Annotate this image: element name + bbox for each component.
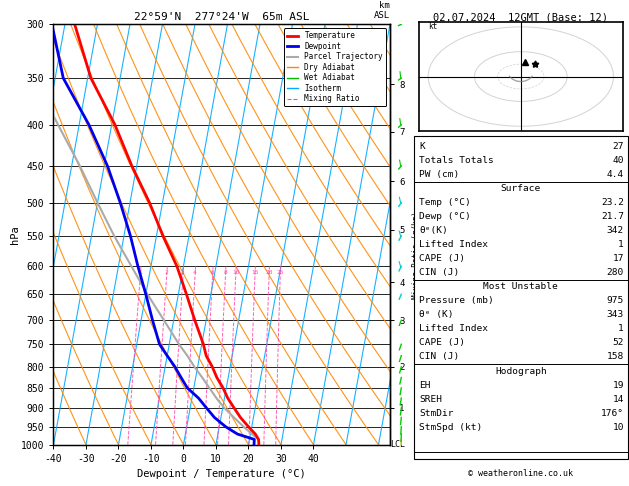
Y-axis label: hPa: hPa: [9, 225, 19, 244]
Text: 176°: 176°: [601, 409, 624, 417]
Text: Most Unstable: Most Unstable: [484, 282, 558, 291]
Text: 2: 2: [165, 270, 169, 275]
Text: Temp (°C): Temp (°C): [419, 198, 470, 207]
Text: 1: 1: [618, 324, 624, 333]
Text: Hodograph: Hodograph: [495, 366, 547, 376]
Text: PW (cm): PW (cm): [419, 170, 459, 179]
Text: 158: 158: [607, 352, 624, 362]
Text: 343: 343: [607, 311, 624, 319]
Text: CIN (J): CIN (J): [419, 352, 459, 362]
Text: EH: EH: [419, 381, 430, 390]
Text: Lifted Index: Lifted Index: [419, 240, 488, 249]
Text: LCL: LCL: [390, 440, 405, 449]
Text: Dewp (°C): Dewp (°C): [419, 212, 470, 221]
Text: θᵉ (K): θᵉ (K): [419, 311, 454, 319]
Text: 17: 17: [613, 254, 624, 263]
Text: 342: 342: [607, 226, 624, 235]
Text: 8: 8: [223, 270, 227, 275]
Text: 27: 27: [613, 142, 624, 151]
Text: 25: 25: [276, 270, 284, 275]
Text: 6: 6: [211, 270, 214, 275]
Text: km
ASL: km ASL: [374, 0, 390, 20]
Text: 1: 1: [138, 270, 142, 275]
Text: 3: 3: [181, 270, 185, 275]
Text: 280: 280: [607, 268, 624, 277]
Text: CIN (J): CIN (J): [419, 268, 459, 277]
Text: 40: 40: [613, 156, 624, 165]
Text: 4: 4: [193, 270, 197, 275]
Text: 21.7: 21.7: [601, 212, 624, 221]
Text: 20: 20: [265, 270, 273, 275]
Text: Totals Totals: Totals Totals: [419, 156, 494, 165]
Text: 10: 10: [613, 423, 624, 432]
Text: kt: kt: [428, 22, 437, 31]
Text: Mixing Ratio (g/kg): Mixing Ratio (g/kg): [413, 211, 421, 299]
Legend: Temperature, Dewpoint, Parcel Trajectory, Dry Adiabat, Wet Adiabat, Isotherm, Mi: Temperature, Dewpoint, Parcel Trajectory…: [284, 28, 386, 106]
Text: 10: 10: [232, 270, 240, 275]
Text: CAPE (J): CAPE (J): [419, 338, 465, 347]
Text: 975: 975: [607, 296, 624, 305]
Text: © weatheronline.co.uk: © weatheronline.co.uk: [469, 469, 573, 478]
Text: 4.4: 4.4: [607, 170, 624, 179]
Text: StmSpd (kt): StmSpd (kt): [419, 423, 482, 432]
Text: Lifted Index: Lifted Index: [419, 324, 488, 333]
Text: Pressure (mb): Pressure (mb): [419, 296, 494, 305]
Text: K: K: [419, 142, 425, 151]
Text: Surface: Surface: [501, 184, 541, 193]
Text: SREH: SREH: [419, 395, 442, 404]
Text: CAPE (J): CAPE (J): [419, 254, 465, 263]
Text: 19: 19: [613, 381, 624, 390]
Text: 23.2: 23.2: [601, 198, 624, 207]
Text: 1: 1: [618, 240, 624, 249]
Text: θᵉ(K): θᵉ(K): [419, 226, 448, 235]
Text: 02.07.2024  12GMT (Base: 12): 02.07.2024 12GMT (Base: 12): [433, 12, 608, 22]
Text: 52: 52: [613, 338, 624, 347]
Text: StmDir: StmDir: [419, 409, 454, 417]
X-axis label: Dewpoint / Temperature (°C): Dewpoint / Temperature (°C): [137, 469, 306, 479]
Text: 14: 14: [613, 395, 624, 404]
Text: 15: 15: [251, 270, 259, 275]
Title: 22°59'N  277°24'W  65m ASL: 22°59'N 277°24'W 65m ASL: [134, 12, 309, 22]
